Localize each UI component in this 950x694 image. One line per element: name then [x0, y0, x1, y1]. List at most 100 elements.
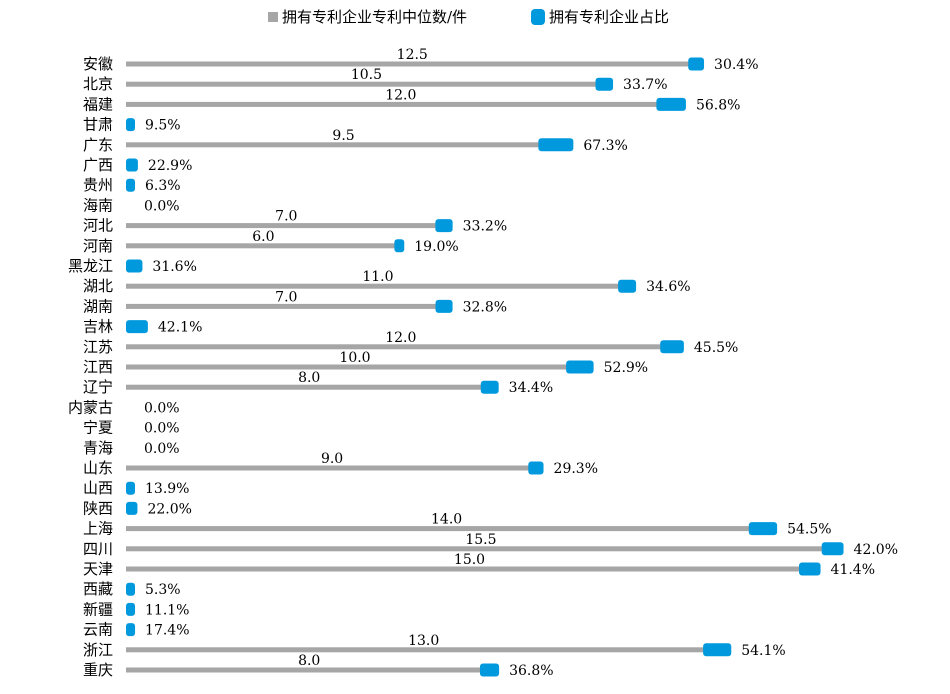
- median-bar: [126, 223, 447, 229]
- share-value-label: 34.4%: [509, 380, 553, 396]
- share-marker: [394, 239, 405, 253]
- share-marker: [821, 542, 844, 556]
- category-label: 内蒙古: [68, 398, 113, 416]
- category-label: 湖南: [83, 297, 113, 315]
- chart-legend: 拥有专利企业专利中位数/件 拥有专利企业占比: [268, 8, 669, 26]
- share-value-label: 32.8%: [463, 299, 507, 315]
- category-label: 广东: [83, 136, 113, 154]
- category-label: 安徽: [83, 55, 113, 73]
- median-bar: [126, 647, 722, 653]
- median-value-label: 14.0: [431, 512, 462, 528]
- share-marker: [126, 582, 135, 596]
- share-marker: [656, 97, 686, 111]
- share-value-label: 22.0%: [147, 501, 191, 517]
- category-label: 上海: [83, 520, 113, 538]
- median-bar: [126, 526, 768, 532]
- category-label: 西藏: [83, 580, 113, 598]
- share-marker: [435, 219, 453, 233]
- share-value-label: 13.9%: [145, 481, 189, 497]
- median-bar: [126, 667, 493, 673]
- share-value-label: 0.0%: [144, 400, 180, 416]
- median-value-label: 12.0: [385, 87, 416, 103]
- category-label: 江苏: [83, 338, 113, 356]
- share-marker: [126, 623, 136, 637]
- median-bar: [126, 566, 813, 572]
- median-value-label: 9.0: [321, 451, 343, 467]
- share-value-label: 0.0%: [144, 421, 180, 437]
- share-marker: [688, 57, 705, 71]
- median-bar: [126, 101, 676, 107]
- median-value-label: 6.0: [252, 229, 274, 245]
- category-label: 云南: [83, 621, 113, 639]
- median-bar: [126, 344, 676, 350]
- share-marker: [479, 663, 500, 677]
- share-value-label: 6.3%: [145, 178, 181, 194]
- share-marker: [126, 259, 143, 273]
- median-value-label: 15.5: [465, 532, 496, 548]
- median-bar: [126, 61, 699, 67]
- share-value-label: 33.2%: [463, 219, 507, 235]
- share-value-label: 54.1%: [741, 643, 785, 659]
- median-bar: [126, 364, 584, 370]
- share-value-label: 9.5%: [145, 118, 181, 134]
- share-value-label: 42.1%: [158, 320, 202, 336]
- share-marker: [126, 320, 148, 334]
- median-value-label: 10.5: [351, 67, 382, 83]
- median-bar: [126, 142, 562, 148]
- share-value-label: 30.4%: [714, 57, 758, 73]
- share-value-label: 45.5%: [694, 340, 738, 356]
- median-value-label: 8.0: [298, 653, 320, 669]
- share-value-label: 33.7%: [623, 77, 667, 93]
- median-bar: [126, 81, 607, 87]
- share-value-label: 54.5%: [787, 522, 831, 538]
- median-value-label: 12.5: [397, 47, 428, 63]
- median-bar: [126, 546, 836, 552]
- share-value-label: 17.4%: [145, 623, 189, 639]
- share-value-label: 0.0%: [144, 441, 180, 457]
- category-label: 四川: [83, 540, 113, 558]
- median-value-label: 12.0: [385, 330, 416, 346]
- share-marker: [528, 461, 544, 475]
- category-label: 福建: [83, 95, 113, 113]
- category-label: 浙江: [83, 641, 113, 659]
- category-label: 河南: [83, 237, 113, 255]
- median-bar: [126, 465, 539, 471]
- category-label: 北京: [83, 75, 113, 93]
- legend-label-share: 拥有专利企业占比: [549, 8, 669, 26]
- share-value-label: 11.1%: [145, 602, 189, 618]
- share-marker: [126, 158, 138, 172]
- category-label: 辽宁: [83, 378, 113, 396]
- share-marker: [618, 279, 637, 293]
- legend-swatch-share: [531, 9, 545, 25]
- category-label: 山西: [83, 479, 113, 497]
- category-label: 新疆: [83, 600, 113, 618]
- legend-label-median: 拥有专利企业专利中位数/件: [282, 8, 467, 26]
- category-label: 重庆: [83, 661, 113, 679]
- share-marker: [126, 178, 135, 192]
- category-label: 青海: [83, 439, 113, 457]
- median-bar: [126, 303, 447, 309]
- share-value-label: 29.3%: [554, 461, 598, 477]
- share-marker: [126, 501, 138, 515]
- share-marker: [748, 522, 778, 536]
- category-label: 江西: [83, 358, 113, 376]
- category-label: 吉林: [83, 318, 113, 336]
- share-value-label: 31.6%: [152, 259, 196, 275]
- median-value-label: 8.0: [298, 370, 320, 386]
- category-label: 海南: [83, 196, 113, 214]
- share-marker: [480, 380, 499, 394]
- median-bar: [126, 243, 401, 249]
- category-label: 宁夏: [83, 419, 113, 437]
- share-marker: [703, 643, 732, 657]
- category-label: 陕西: [83, 499, 113, 517]
- share-value-label: 22.9%: [148, 158, 192, 174]
- median-value-label: 10.0: [339, 350, 370, 366]
- share-marker: [538, 138, 574, 152]
- median-value-label: 9.5: [332, 128, 354, 144]
- category-label: 甘肃: [83, 116, 113, 134]
- share-marker: [126, 481, 135, 495]
- plot-area: 安徽 12.5 30.4% 北京 10.5 33.7% 福建 12.0 56.8% 甘肃 9.5% 广…: [68, 47, 898, 679]
- share-value-label: 19.0%: [414, 239, 458, 255]
- category-label: 天津: [83, 560, 113, 578]
